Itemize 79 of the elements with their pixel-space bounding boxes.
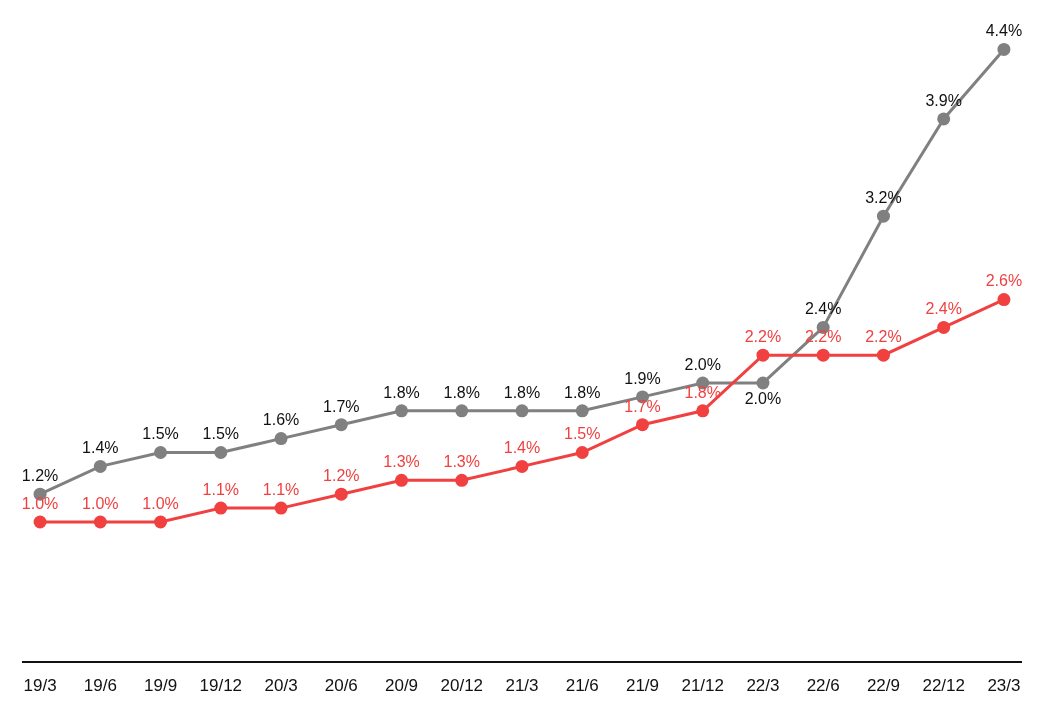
x-tick-label: 22/3 bbox=[746, 676, 780, 696]
data-label: 2.0% bbox=[684, 355, 721, 373]
x-tick-label: 19/3 bbox=[23, 676, 57, 696]
point bbox=[93, 515, 107, 529]
point bbox=[756, 376, 770, 390]
data-label: 1.0% bbox=[142, 494, 179, 512]
point bbox=[214, 501, 228, 515]
point bbox=[937, 320, 951, 334]
data-label: 1.6% bbox=[262, 411, 300, 429]
point bbox=[515, 404, 529, 418]
x-tick-label: 20/3 bbox=[264, 676, 298, 696]
data-label: 1.7% bbox=[624, 397, 661, 415]
data-label: 1.5% bbox=[202, 425, 240, 443]
point bbox=[575, 446, 589, 459]
x-tick-label: 19/12 bbox=[199, 676, 243, 696]
x-tick-label: 21/3 bbox=[505, 676, 539, 696]
data-label: 1.2% bbox=[21, 467, 59, 485]
data-label: 2.2% bbox=[865, 328, 902, 346]
x-tick-label: 19/9 bbox=[144, 676, 178, 696]
point bbox=[455, 404, 469, 418]
data-label: 2.4% bbox=[925, 300, 962, 318]
data-label: 1.3% bbox=[443, 453, 480, 471]
point bbox=[816, 348, 830, 362]
x-tick-label: 21/12 bbox=[681, 676, 724, 696]
x-tick-label: 19/6 bbox=[83, 676, 117, 696]
data-label: 3.2% bbox=[865, 189, 902, 207]
point bbox=[395, 404, 409, 418]
x-tick-label: 20/12 bbox=[440, 676, 484, 696]
data-label: 1.8% bbox=[503, 383, 541, 401]
x-tick-label: 22/12 bbox=[922, 676, 965, 696]
x-tick-label: 21/6 bbox=[565, 676, 599, 696]
data-label: 2.6% bbox=[985, 272, 1023, 290]
point bbox=[274, 432, 288, 446]
point bbox=[93, 459, 107, 473]
data-label: 1.7% bbox=[323, 397, 360, 415]
data-label: 2.2% bbox=[744, 328, 782, 346]
x-tick-label: 23/3 bbox=[987, 676, 1021, 696]
point bbox=[214, 446, 228, 459]
point bbox=[937, 112, 951, 126]
data-label: 1.8% bbox=[383, 383, 420, 401]
x-tick-label: 21/9 bbox=[625, 676, 660, 696]
data-label: 1.1% bbox=[262, 480, 300, 498]
x-tick-label: 20/9 bbox=[384, 676, 419, 696]
point bbox=[756, 348, 770, 362]
data-label: 1.5% bbox=[142, 425, 179, 443]
data-label: 2.4% bbox=[804, 300, 842, 318]
data-label: 1.5% bbox=[564, 425, 601, 443]
data-label: 1.0% bbox=[82, 494, 119, 512]
point bbox=[455, 473, 469, 487]
data-label: 2.0% bbox=[744, 390, 782, 408]
point bbox=[635, 418, 649, 432]
data-label: 1.4% bbox=[82, 439, 119, 457]
point bbox=[274, 501, 288, 515]
data-label: 1.9% bbox=[624, 369, 661, 387]
data-label: 4.4% bbox=[985, 22, 1023, 40]
point bbox=[33, 515, 47, 529]
point bbox=[154, 515, 168, 529]
point bbox=[997, 293, 1011, 307]
data-label: 1.8% bbox=[443, 383, 480, 401]
x-tick-label: 20/6 bbox=[324, 676, 358, 696]
data-label: 3.9% bbox=[925, 91, 962, 109]
data-label: 1.2% bbox=[323, 467, 360, 485]
data-label: 1.1% bbox=[202, 480, 240, 498]
data-label: 1.3% bbox=[383, 453, 420, 471]
point bbox=[696, 404, 710, 418]
data-label: 1.0% bbox=[21, 494, 59, 512]
point bbox=[876, 209, 890, 223]
point bbox=[876, 348, 890, 362]
x-tick-label: 22/6 bbox=[806, 676, 840, 696]
point bbox=[395, 473, 409, 487]
x-tick-label: 22/9 bbox=[866, 676, 900, 696]
point bbox=[154, 446, 168, 459]
point bbox=[515, 459, 529, 473]
point bbox=[575, 404, 589, 418]
point bbox=[997, 42, 1011, 56]
point bbox=[334, 418, 348, 432]
data-label: 1.8% bbox=[564, 383, 601, 401]
data-label: 1.4% bbox=[503, 439, 541, 457]
point bbox=[334, 487, 348, 501]
